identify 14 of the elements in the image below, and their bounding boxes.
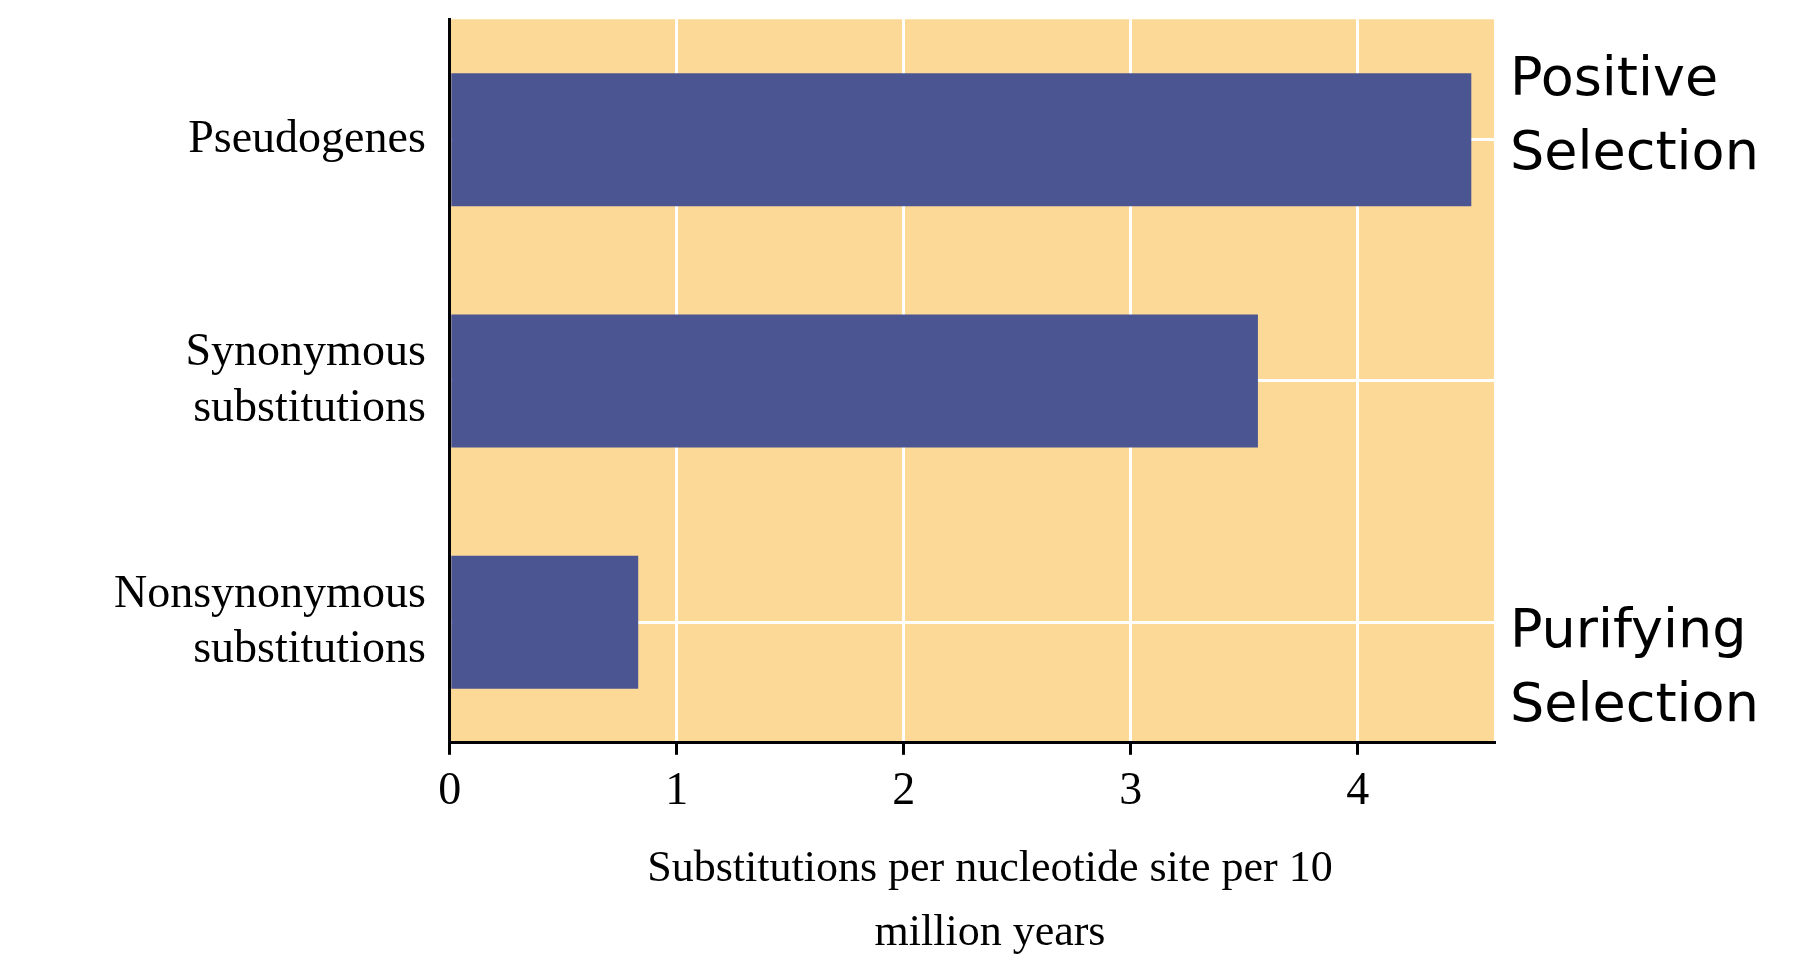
y-tick-label: Nonsynonymous substitutions — [113, 565, 426, 672]
x-tick-label: 3 — [1119, 763, 1143, 815]
x-axis-title: Substitutions per nucleotide site per 10 million years — [646, 841, 1334, 957]
y-tick-label: Pseudogenes — [188, 110, 426, 162]
text: Purifying Selection — [1510, 596, 1760, 736]
bar — [451, 73, 1472, 207]
x-tick-label: 4 — [1346, 763, 1370, 815]
y-tick-label: Synonymous substitutions — [185, 324, 426, 431]
bar — [451, 555, 639, 689]
text: Positive Selection — [1510, 44, 1760, 184]
x-tick-label: 1 — [665, 763, 689, 815]
bar — [451, 314, 1258, 448]
x-tick-label: 0 — [438, 763, 462, 815]
x-tick-label: 2 — [892, 763, 916, 815]
